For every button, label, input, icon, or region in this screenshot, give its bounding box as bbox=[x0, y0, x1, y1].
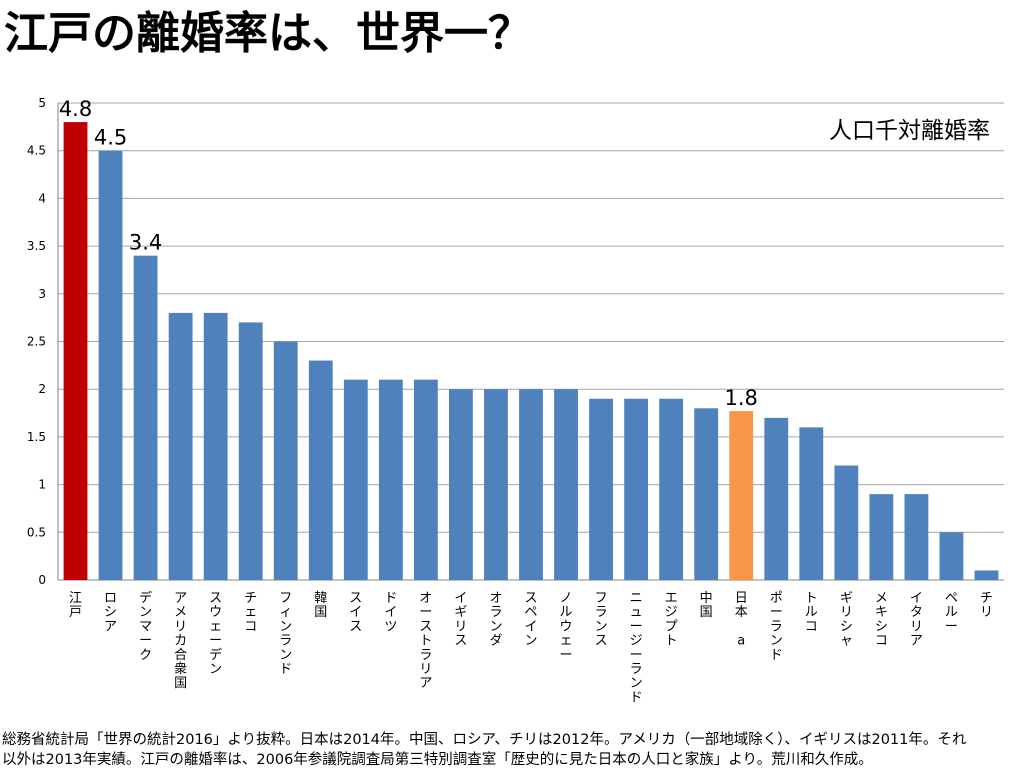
x-tick-label: スペイン bbox=[524, 591, 537, 649]
bar bbox=[484, 389, 508, 580]
x-tick-label: ニュージーランド bbox=[630, 591, 643, 705]
x-tick-label: アメリカ合衆国 bbox=[174, 591, 187, 691]
bar bbox=[904, 494, 929, 580]
x-tick-label: ノルウェー bbox=[560, 591, 573, 663]
y-tick-label: 0 bbox=[38, 573, 46, 587]
bar bbox=[308, 360, 333, 580]
footnote: 総務省統計局「世界の統計2016」より抜粋。日本は2014年。中国、ロシア、チリ… bbox=[2, 730, 1020, 770]
bar bbox=[659, 398, 684, 580]
footnote-line-1: 総務省統計局「世界の統計2016」より抜粋。日本は2014年。中国、ロシア、チリ… bbox=[2, 732, 967, 748]
bar bbox=[343, 379, 368, 580]
bar bbox=[624, 398, 649, 580]
bar bbox=[729, 411, 754, 580]
bar bbox=[799, 427, 824, 580]
bar bbox=[98, 150, 123, 580]
y-tick-label: 1.5 bbox=[27, 430, 46, 444]
bar bbox=[834, 465, 859, 580]
data-labels: 4.84.5 3.4 1.8 bbox=[59, 97, 758, 410]
x-tick-label: 韓国 bbox=[314, 591, 327, 620]
x-tick-label: フランス bbox=[595, 591, 608, 649]
bar bbox=[764, 417, 789, 580]
x-tick-label: 中国 bbox=[700, 591, 713, 620]
x-tick-label: エジプト bbox=[665, 591, 678, 649]
data-label: 4.8 bbox=[59, 97, 92, 121]
x-tick-label: イタリア bbox=[910, 591, 923, 649]
x-tick-label: チリ bbox=[980, 591, 993, 620]
x-tick-label: チェコ bbox=[244, 591, 257, 634]
x-tick-label: イギリス bbox=[454, 591, 467, 649]
bar bbox=[519, 389, 543, 580]
y-tick-label: 2 bbox=[38, 382, 46, 396]
divorce-rate-bar-chart: 0 0.5 1 1.5 2 2.5 3 3.5 4 4.5 5 江戸 ロシア デンマーク アメリカ合衆国 ス… bbox=[27, 96, 1004, 705]
x-tick-label: ペルー bbox=[945, 591, 958, 634]
x-tick-label: ロシア bbox=[104, 591, 117, 634]
x-tick-label: オランダ bbox=[489, 591, 502, 649]
bar bbox=[589, 398, 613, 580]
data-label: 1.8 bbox=[725, 386, 758, 410]
y-tick-label: 2.5 bbox=[27, 335, 46, 349]
bar bbox=[238, 322, 263, 580]
bar bbox=[974, 570, 999, 580]
bar bbox=[554, 389, 578, 580]
x-tick-label: フィンランド bbox=[279, 591, 292, 677]
bar bbox=[378, 379, 403, 580]
bar bbox=[273, 341, 298, 580]
bar bbox=[449, 389, 473, 580]
x-tick-label: スウェーデン bbox=[209, 591, 222, 677]
x-tick-label: ポーランド bbox=[770, 591, 783, 663]
x-tick-label: 江戸 bbox=[69, 591, 82, 620]
x-tick-label: 日本 a bbox=[735, 591, 748, 649]
bar bbox=[694, 408, 719, 580]
y-tick-label: 5 bbox=[38, 96, 46, 110]
y-tick-label: 4 bbox=[38, 191, 46, 205]
y-tick-label: 1 bbox=[38, 478, 46, 492]
x-tick-label: メキシコ bbox=[875, 591, 888, 649]
data-label: 4.5 bbox=[94, 126, 127, 150]
x-tick-label: スイス bbox=[349, 591, 362, 634]
x-tick-label: ギリシャ bbox=[840, 591, 853, 649]
x-tick-label: トルコ bbox=[805, 591, 818, 634]
footnote-line-2: 以外は2013年実績。江戸の離婚率は、2006年参議院調査局第三特別調査室「歴史… bbox=[2, 752, 873, 768]
y-tick-label: 3.5 bbox=[27, 239, 46, 253]
x-axis-category-labels: 江戸 ロシア デンマーク アメリカ合衆国 スウェーデン チェコ フィンランド 韓国 スイス ドイツ… bbox=[69, 590, 993, 705]
y-axis-tick-labels: 0 0.5 1 1.5 2 2.5 3 3.5 4 4.5 5 bbox=[27, 96, 46, 587]
bars bbox=[63, 122, 999, 580]
x-tick-label: オーストラリア bbox=[419, 591, 432, 691]
bar bbox=[168, 312, 193, 580]
x-tick-label: ドイツ bbox=[384, 591, 397, 634]
y-tick-label: 3 bbox=[38, 287, 46, 301]
bar bbox=[939, 532, 964, 580]
x-tick-label: デンマーク bbox=[139, 590, 152, 663]
bar bbox=[413, 379, 438, 580]
y-tick-label: 0.5 bbox=[27, 525, 46, 539]
page-title: 江戸の離婚率は、世界一？ bbox=[4, 8, 532, 59]
legend-label: 人口千対離婚率 bbox=[829, 118, 990, 144]
bar bbox=[63, 122, 88, 580]
bar bbox=[203, 312, 228, 580]
bar bbox=[869, 494, 894, 580]
bar bbox=[133, 255, 158, 580]
y-tick-label: 4.5 bbox=[27, 144, 46, 158]
data-label: 3.4 bbox=[129, 231, 162, 255]
